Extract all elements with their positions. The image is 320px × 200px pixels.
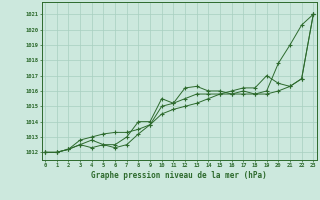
X-axis label: Graphe pression niveau de la mer (hPa): Graphe pression niveau de la mer (hPa)	[91, 171, 267, 180]
